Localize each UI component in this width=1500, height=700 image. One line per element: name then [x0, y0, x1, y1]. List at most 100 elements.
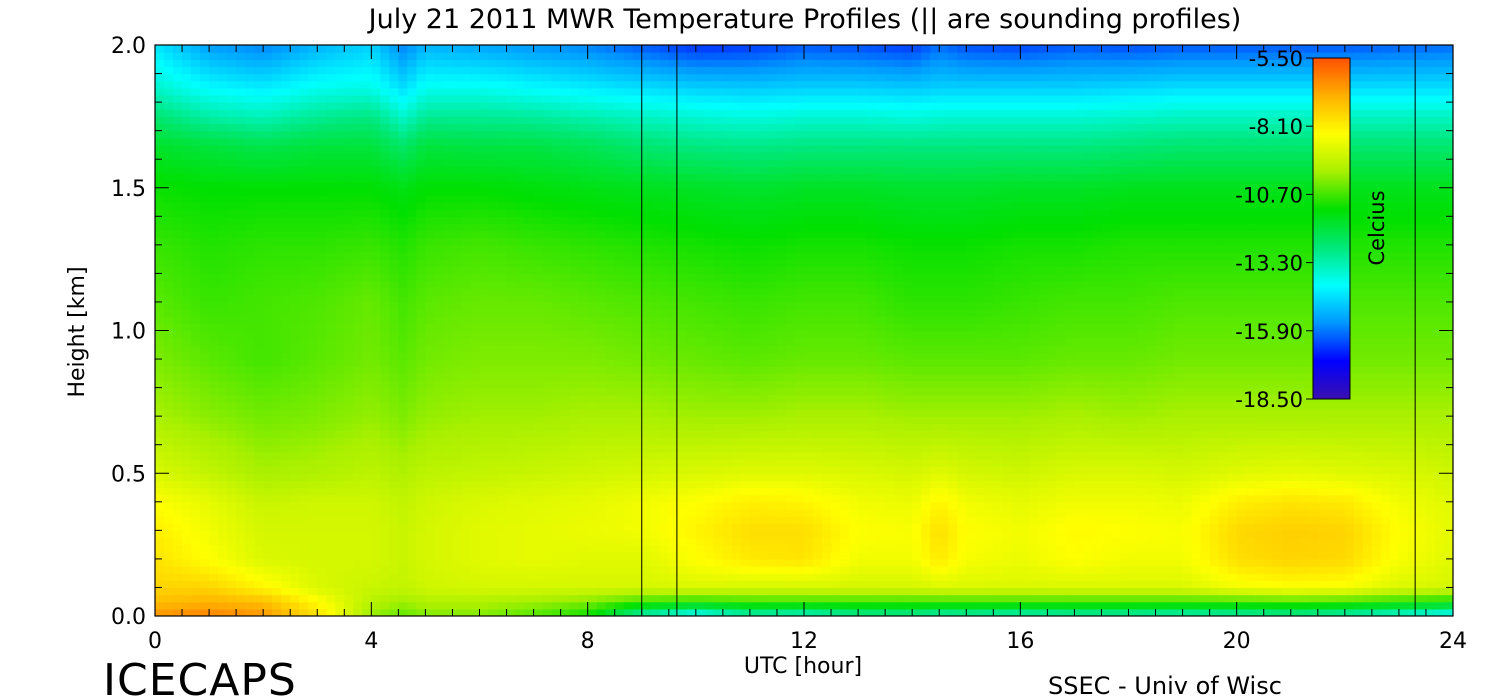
heatmap-cell — [218, 487, 228, 496]
heatmap-cell — [524, 587, 535, 596]
heatmap-cell — [236, 373, 246, 382]
heatmap-cell — [993, 537, 1003, 546]
heatmap-cell — [1092, 594, 1103, 603]
heatmap-cell — [1344, 423, 1355, 432]
heatmap-cell — [948, 409, 958, 417]
heatmap-cell — [1173, 523, 1184, 531]
heatmap-cell — [362, 444, 372, 453]
heatmap-cell — [1308, 494, 1319, 503]
heatmap-cell — [776, 530, 787, 539]
heatmap-cell — [191, 601, 201, 610]
heatmap-cell — [984, 537, 994, 546]
heatmap-cell — [362, 573, 372, 581]
heatmap-cell — [1326, 573, 1337, 581]
heatmap-cell — [1353, 508, 1364, 517]
heatmap-cell — [362, 580, 372, 589]
heatmap-cell — [984, 516, 994, 524]
heatmap-cell — [236, 458, 246, 467]
heatmap-cell — [713, 494, 724, 503]
heatmap-cell — [813, 444, 823, 453]
heatmap-cell — [921, 430, 931, 439]
heatmap-cell — [254, 473, 264, 481]
heatmap-cell — [515, 366, 526, 374]
heatmap-cell — [668, 401, 679, 410]
heatmap-cell — [263, 380, 273, 389]
heatmap-cell — [308, 473, 318, 481]
heatmap-cell — [578, 409, 589, 417]
heatmap-cell — [1443, 601, 1453, 610]
heatmap-cell — [1236, 544, 1247, 553]
heatmap-cell — [1227, 501, 1238, 510]
heatmap-cell — [695, 444, 706, 453]
heatmap-cell — [290, 537, 300, 546]
heatmap-cell — [858, 387, 868, 396]
heatmap-cell — [1398, 380, 1409, 389]
heatmap-cell — [551, 594, 562, 603]
heatmap-cell — [1119, 401, 1130, 410]
heatmap-cell — [1263, 608, 1274, 616]
heatmap-cell — [1200, 566, 1211, 574]
heatmap-cell — [1227, 423, 1238, 432]
heatmap-cell — [443, 587, 454, 596]
heatmap-cell — [722, 573, 733, 581]
heatmap-cell — [596, 530, 607, 539]
heatmap-cell — [497, 416, 508, 424]
heatmap-cell — [1191, 387, 1202, 396]
heatmap-cell — [1128, 437, 1139, 446]
heatmap-cell — [1002, 587, 1012, 596]
heatmap-cell — [209, 544, 219, 553]
heatmap-cell — [1200, 508, 1211, 517]
heatmap-cell — [263, 401, 273, 410]
heatmap-cell — [407, 566, 418, 574]
heatmap-cell — [551, 551, 562, 560]
heatmap-cell — [1101, 601, 1112, 610]
heatmap-cell — [1380, 380, 1391, 389]
heatmap-cell — [1389, 394, 1400, 403]
heatmap-cell — [1209, 444, 1220, 453]
heatmap-cell — [533, 587, 544, 596]
heatmap-cell — [497, 601, 508, 610]
heatmap-cell — [164, 601, 174, 610]
heatmap-cell — [1092, 516, 1103, 524]
heatmap-cell — [173, 566, 183, 574]
heatmap-cell — [452, 423, 463, 432]
heatmap-cell — [389, 601, 399, 610]
heatmap-cell — [1362, 466, 1373, 474]
heatmap-cell — [371, 466, 381, 474]
heatmap-cell — [254, 537, 264, 546]
heatmap-cell — [939, 487, 949, 496]
heatmap-cell — [668, 387, 679, 396]
heatmap-cell — [227, 480, 237, 489]
heatmap-cell — [813, 480, 823, 489]
heatmap-cell — [335, 580, 345, 589]
heatmap-cell — [182, 437, 192, 446]
heatmap-cell — [1029, 558, 1039, 567]
heatmap-cell — [894, 380, 904, 389]
heatmap-cell — [479, 573, 490, 581]
heatmap-cell — [299, 387, 309, 396]
heatmap-cell — [425, 430, 436, 439]
heatmap-cell — [308, 544, 318, 553]
heatmap-cell — [425, 458, 436, 467]
heatmap-cell — [1209, 373, 1220, 382]
heatmap-cell — [1245, 401, 1256, 410]
heatmap-cell — [344, 508, 354, 517]
heatmap-cell — [236, 544, 246, 553]
heatmap-cell — [1011, 409, 1021, 417]
heatmap-cell — [1047, 494, 1057, 503]
heatmap-cell — [479, 566, 490, 574]
heatmap-cell — [1092, 430, 1103, 439]
heatmap-cell — [966, 601, 976, 610]
heatmap-cell — [263, 601, 273, 610]
heatmap-cell — [1155, 601, 1166, 610]
heatmap-cell — [425, 409, 436, 417]
heatmap-cell — [1245, 601, 1256, 610]
heatmap-cell — [434, 444, 445, 453]
heatmap-cell — [209, 587, 219, 596]
heatmap-cell — [1020, 487, 1030, 496]
heatmap-cell — [858, 416, 868, 424]
heatmap-cell — [840, 537, 850, 546]
heatmap-cell — [975, 516, 985, 524]
heatmap-cell — [1110, 601, 1121, 610]
heatmap-cell — [704, 487, 715, 496]
